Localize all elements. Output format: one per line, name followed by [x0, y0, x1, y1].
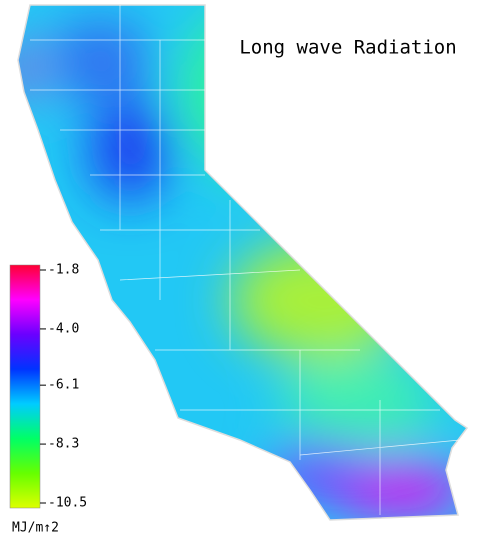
- colorbar-tick-label: -1.8: [48, 263, 79, 278]
- colorbar-tick-label: -10.5: [48, 496, 87, 511]
- map-title: Long wave Radiation: [239, 37, 456, 59]
- colorbar-ticks: -1.8 -4.0 -6.1 -8.3 -10.5: [40, 263, 87, 511]
- county-lines: [30, 5, 461, 515]
- colorbar-tick-label: -4.0: [48, 321, 79, 336]
- colorbar-tick-label: -8.3: [48, 437, 79, 452]
- colorbar-tick-label: -6.1: [48, 378, 79, 393]
- colorbar-unit: MJ/m↑2: [12, 521, 59, 536]
- colorbar: [9, 264, 41, 509]
